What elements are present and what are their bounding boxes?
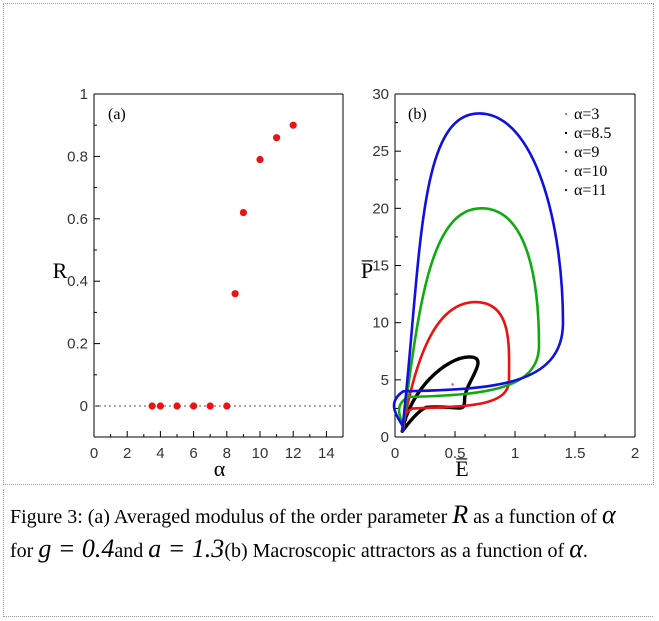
panel-a-data-point (231, 290, 239, 298)
panel-a-ytick-label: 0 (80, 398, 88, 415)
panel-a: 0 2 4 6 8 10 12 14 0 0.2 0.4 0.6 0.8 1 (a) α R (53, 86, 344, 481)
panel-b-legend-label: α=3 (574, 106, 599, 123)
panel-b-series-9-loop (400, 300, 511, 433)
panel-b-legend-label: α=10 (574, 163, 607, 180)
panel-b-legend-marker (565, 189, 567, 191)
caption-equation-g: g = 0.4 (38, 534, 115, 563)
panel-b-ytick-label: 10 (372, 315, 389, 332)
panel-b-xlabel: E̅ (455, 456, 468, 481)
panel-a-xtick-label: 14 (318, 445, 335, 462)
panel-a-data-point (173, 402, 181, 410)
figure-caption: Figure 3: (a) Averaged modulus of the or… (3, 489, 653, 617)
panel-a-xtick-label: 10 (252, 445, 269, 462)
panel-a-xtick-label: 4 (156, 445, 164, 462)
figure-frame (3, 3, 654, 485)
panel-b-ytick-label: 15 (372, 258, 389, 275)
panel-b-ytick-label: 20 (372, 200, 389, 217)
panel-b-legend-label: α=9 (574, 144, 599, 161)
panel-a-ylabel: R (53, 258, 68, 283)
caption-text-1: Figure 3: (a) Averaged modulus of the or… (10, 506, 453, 528)
panel-a-data-point (156, 402, 164, 410)
caption-symbol-alpha: α (602, 500, 616, 529)
panel-b-ytick-label: 30 (372, 86, 389, 103)
panel-b-legend-label: α=8.5 (574, 125, 611, 142)
panel-a-ytick-label: 1 (80, 86, 88, 103)
panel-b-xtick-label: 1.5 (565, 445, 586, 462)
panel-a-ytick-label: 0.6 (67, 211, 88, 228)
panel-a-ytick-label: 0.8 (67, 148, 88, 165)
panel-b-legend-marker (565, 113, 567, 115)
panel-a-xlabel: α (214, 456, 226, 481)
panel-a-ytick-label: 0.4 (67, 273, 88, 290)
panel-b-label: (b) (408, 106, 427, 123)
caption-text-3: for (10, 540, 39, 562)
panel-b-xtick-label: 2 (631, 445, 639, 462)
panel-a-data-point (190, 402, 198, 410)
panel-b-legend-marker (565, 132, 567, 134)
panel-b-xtick-label: 0 (391, 445, 399, 462)
panel-a-data-point (223, 402, 231, 410)
caption-text-2: as a function of (468, 506, 602, 528)
panel-b-ytick-label: 5 (381, 372, 389, 389)
panel-a-data-point (206, 402, 214, 410)
caption-symbol-alpha-2: α (569, 534, 583, 563)
caption-text-6: . (582, 540, 588, 562)
panel-b-xtick-label: 0.5 (445, 445, 466, 462)
panel-a-ytick-label: 0.2 (67, 336, 88, 353)
panel-b-legend-label: α=11 (574, 182, 607, 199)
figure-charts: 0 2 4 6 8 10 12 14 0 0.2 0.4 0.6 0.8 1 (a) α R 0 0.5 1 1.5 2… (53, 86, 640, 481)
panel-a-data-point (239, 208, 247, 217)
panel-a-data-point (256, 155, 264, 164)
panel-a-xtick-label: 0 (90, 445, 98, 462)
panel-a-xtick-label: 8 (223, 445, 231, 462)
panel-a-data-point (273, 134, 281, 142)
panel-a-xtick-label: 2 (123, 445, 131, 462)
panel-a-xtick-label: 12 (285, 445, 302, 462)
caption-equation-a: a = 1.3 (148, 534, 225, 563)
panel-b-xtick-label: 1 (511, 445, 519, 462)
panel-b-ytick-label: 0 (381, 429, 389, 446)
panel-b-series-10-loop (397, 207, 541, 433)
panel-b-series-3-point (451, 383, 454, 386)
panel-b-ytick-label: 25 (372, 143, 389, 160)
caption-text-4: and (114, 540, 149, 562)
panel-b-legend-marker (565, 151, 567, 153)
caption-symbol-r: R (452, 500, 469, 529)
panel-b-legend-marker (565, 170, 567, 172)
caption-text-5: (b) Macroscopic attractors as a function… (224, 540, 570, 562)
panel-b-series-11-loop (392, 112, 565, 433)
panel-b: 0 0.5 1 1.5 2051015202530α=3α=8.5α=9α=10α=11… (361, 86, 639, 481)
panel-b-ylabel: P̅ (361, 258, 373, 283)
panel-a-label: (a) (108, 106, 126, 123)
panel-a-data-point (289, 121, 297, 129)
panel-a-xtick-label: 6 (189, 445, 197, 462)
panel-a-data-point (148, 402, 156, 410)
